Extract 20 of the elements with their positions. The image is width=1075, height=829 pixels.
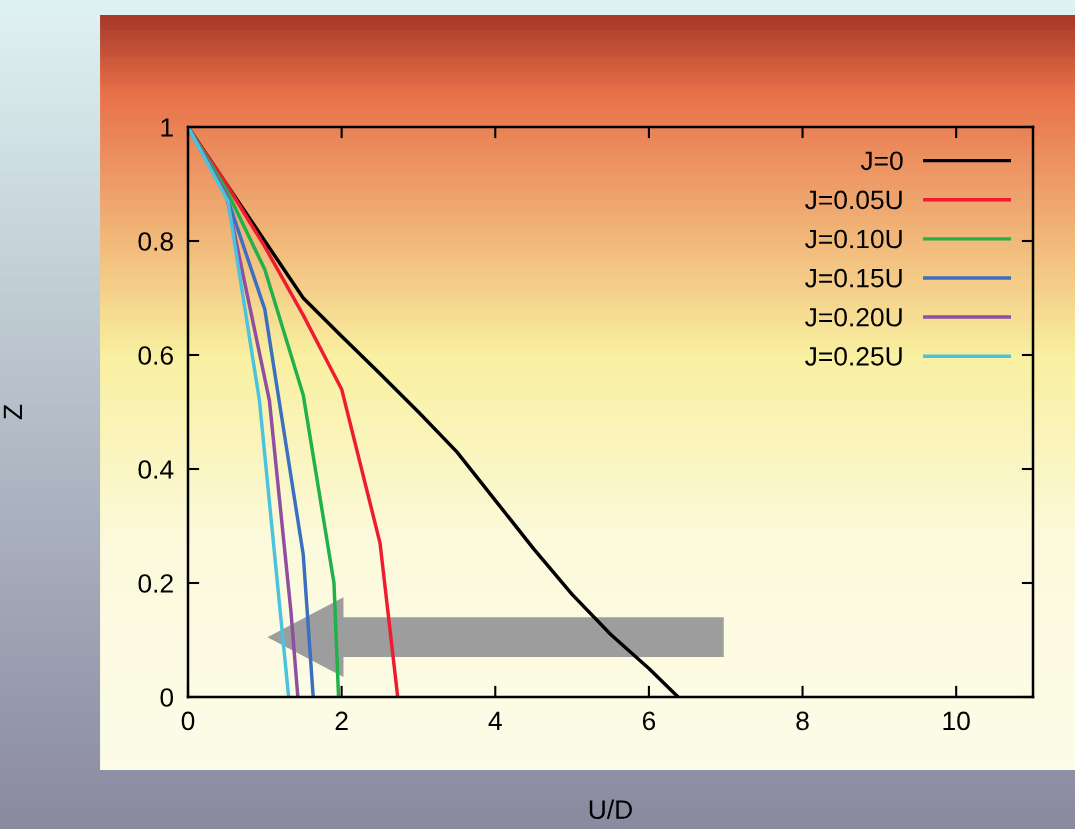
legend-label: J=0.20U <box>805 307 902 327</box>
y-axis-title: Z <box>3 404 22 420</box>
y-tick-label: 0.4 <box>138 460 174 479</box>
legend-label: J=0.10U <box>805 229 902 249</box>
x-tick-label: 4 <box>488 711 502 731</box>
x-axis-title: U/D <box>589 799 632 819</box>
legend-label: J=0.05U <box>805 190 902 210</box>
legend-label: J=0.15U <box>805 268 902 288</box>
y-tick-label: 0.6 <box>138 346 173 365</box>
x-tick-label: 6 <box>642 711 656 731</box>
legend-label: J=0 <box>860 151 903 171</box>
y-tick-label: 1 <box>161 118 173 137</box>
x-tick-label: 2 <box>335 711 348 731</box>
x-tick-label: 8 <box>796 711 809 731</box>
y-tick-label: 0 <box>160 688 174 707</box>
legend-label: J=0.25U <box>805 347 902 366</box>
y-tick-label: 0.8 <box>138 232 173 251</box>
x-tick-label: 0 <box>181 711 195 731</box>
x-tick-label: 10 <box>943 711 970 731</box>
y-tick-label: 0.2 <box>138 574 173 593</box>
